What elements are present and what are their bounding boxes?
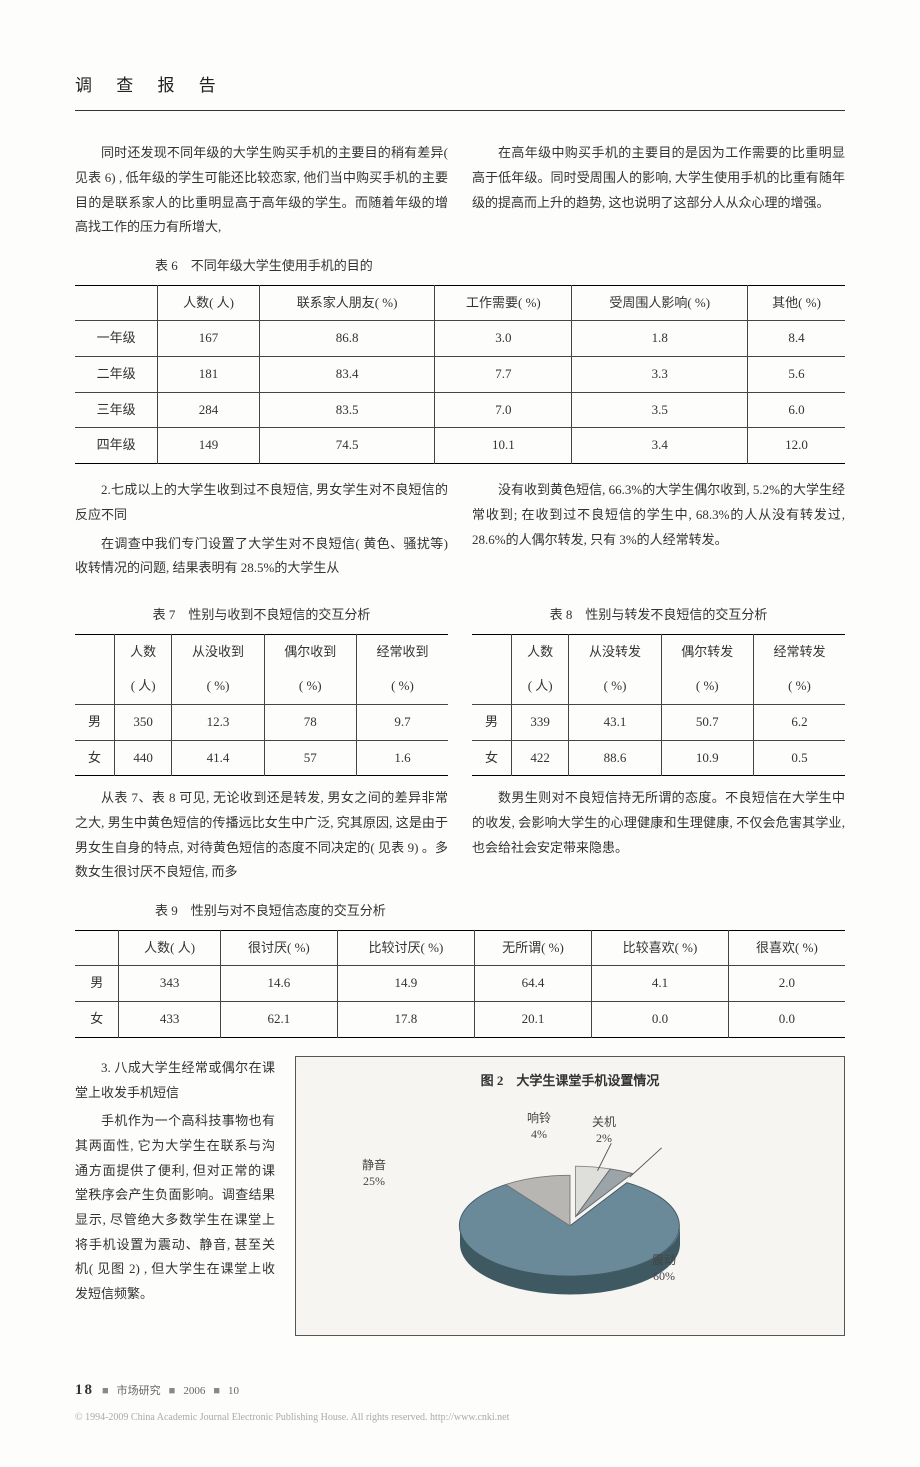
label-guanji: 关机2%	[592, 1114, 616, 1148]
table7-caption: 表 7 性别与收到不良短信的交互分析	[75, 603, 448, 628]
issue-year: 2006	[183, 1381, 205, 1402]
chart-title: 图 2 大学生课堂手机设置情况	[312, 1069, 828, 1094]
table9-caption: 表 9 性别与对不良短信态度的交互分析	[155, 899, 845, 924]
label-jingyin: 静音25%	[362, 1157, 386, 1191]
bottom-section: 3. 八成大学生经常或偶尔在课堂上收发手机短信 手机作为一个高科技事物也有其两面…	[75, 1056, 845, 1336]
label-xiangling: 响铃4%	[527, 1110, 551, 1144]
table8: 人数从没转发偶尔转发经常转发 ( 人)( %)( %)( %) 男33943.1…	[472, 634, 845, 777]
table8-caption: 表 8 性别与转发不良短信的交互分析	[472, 603, 845, 628]
pie-chart: 静音25% 响铃4% 关机2% 震动60%	[312, 1102, 828, 1322]
copyright-line: © 1994-2009 China Academic Journal Elect…	[75, 1408, 845, 1427]
para1-right: 在高年级中购买手机的主要目的是因为工作需要的比重明显高于低年级。同时受周围人的影…	[472, 141, 845, 215]
para4-a: 3. 八成大学生经常或偶尔在课堂上收发手机短信	[75, 1056, 275, 1105]
para3-columns: 从表 7、表 8 可见, 无论收到还是转发, 男女之间的差异非常之大, 男生中黄…	[75, 786, 845, 889]
para1-columns: 同时还发现不同年级的大学生购买手机的主要目的稍有差异( 见表 6) , 低年级的…	[75, 141, 845, 244]
table7: 人数从没收到偶尔收到经常收到 ( 人)( %)( %)( %) 男35012.3…	[75, 634, 448, 777]
para4-b: 手机作为一个高科技事物也有其两面性, 它为大学生在联系与沟通方面提供了便利, 但…	[75, 1109, 275, 1307]
para1-left: 同时还发现不同年级的大学生购买手机的主要目的稍有差异( 见表 6) , 低年级的…	[75, 141, 448, 240]
chart-container: 图 2 大学生课堂手机设置情况	[295, 1056, 845, 1336]
para3-left: 从表 7、表 8 可见, 无论收到还是转发, 男女之间的差异非常之大, 男生中黄…	[75, 786, 448, 885]
tables-7-8: 表 7 性别与收到不良短信的交互分析 人数从没收到偶尔收到经常收到 ( 人)( …	[75, 595, 845, 776]
pie-svg	[312, 1102, 828, 1322]
para2-right: 没有收到黄色短信, 66.3%的大学生偶尔收到, 5.2%的大学生经常收到; 在…	[472, 478, 845, 552]
page-number: 18	[75, 1376, 94, 1405]
table6-caption: 表 6 不同年级大学生使用手机的目的	[155, 254, 845, 279]
table6: 人数( 人) 联系家人朋友( %) 工作需要( %) 受周围人影响( %) 其他…	[75, 285, 845, 464]
para3-right: 数男生则对不良短信持无所谓的态度。不良短信在大学生中的收发, 会影响大学生的心理…	[472, 786, 845, 860]
issue-num: 10	[228, 1381, 239, 1402]
para2-columns: 2.七成以上的大学生收到过不良短信, 男女学生对不良短信的反应不同 在调查中我们…	[75, 478, 845, 585]
table9: 人数( 人) 很讨厌( %) 比较讨厌( %) 无所谓( %) 比较喜欢( %)…	[75, 930, 845, 1038]
label-zhendong: 震动60%	[652, 1252, 676, 1286]
section-header: 调 查 报 告	[75, 70, 845, 111]
journal-name: 市场研究	[117, 1381, 161, 1402]
para2-left-a: 2.七成以上的大学生收到过不良短信, 男女学生对不良短信的反应不同	[75, 478, 448, 527]
page-footer: 18 ■ 市场研究 ■ 2006 ■ 10	[75, 1376, 845, 1405]
para2-left-b: 在调查中我们专门设置了大学生对不良短信( 黄色、骚扰等) 收转情况的问题, 结果…	[75, 532, 448, 581]
